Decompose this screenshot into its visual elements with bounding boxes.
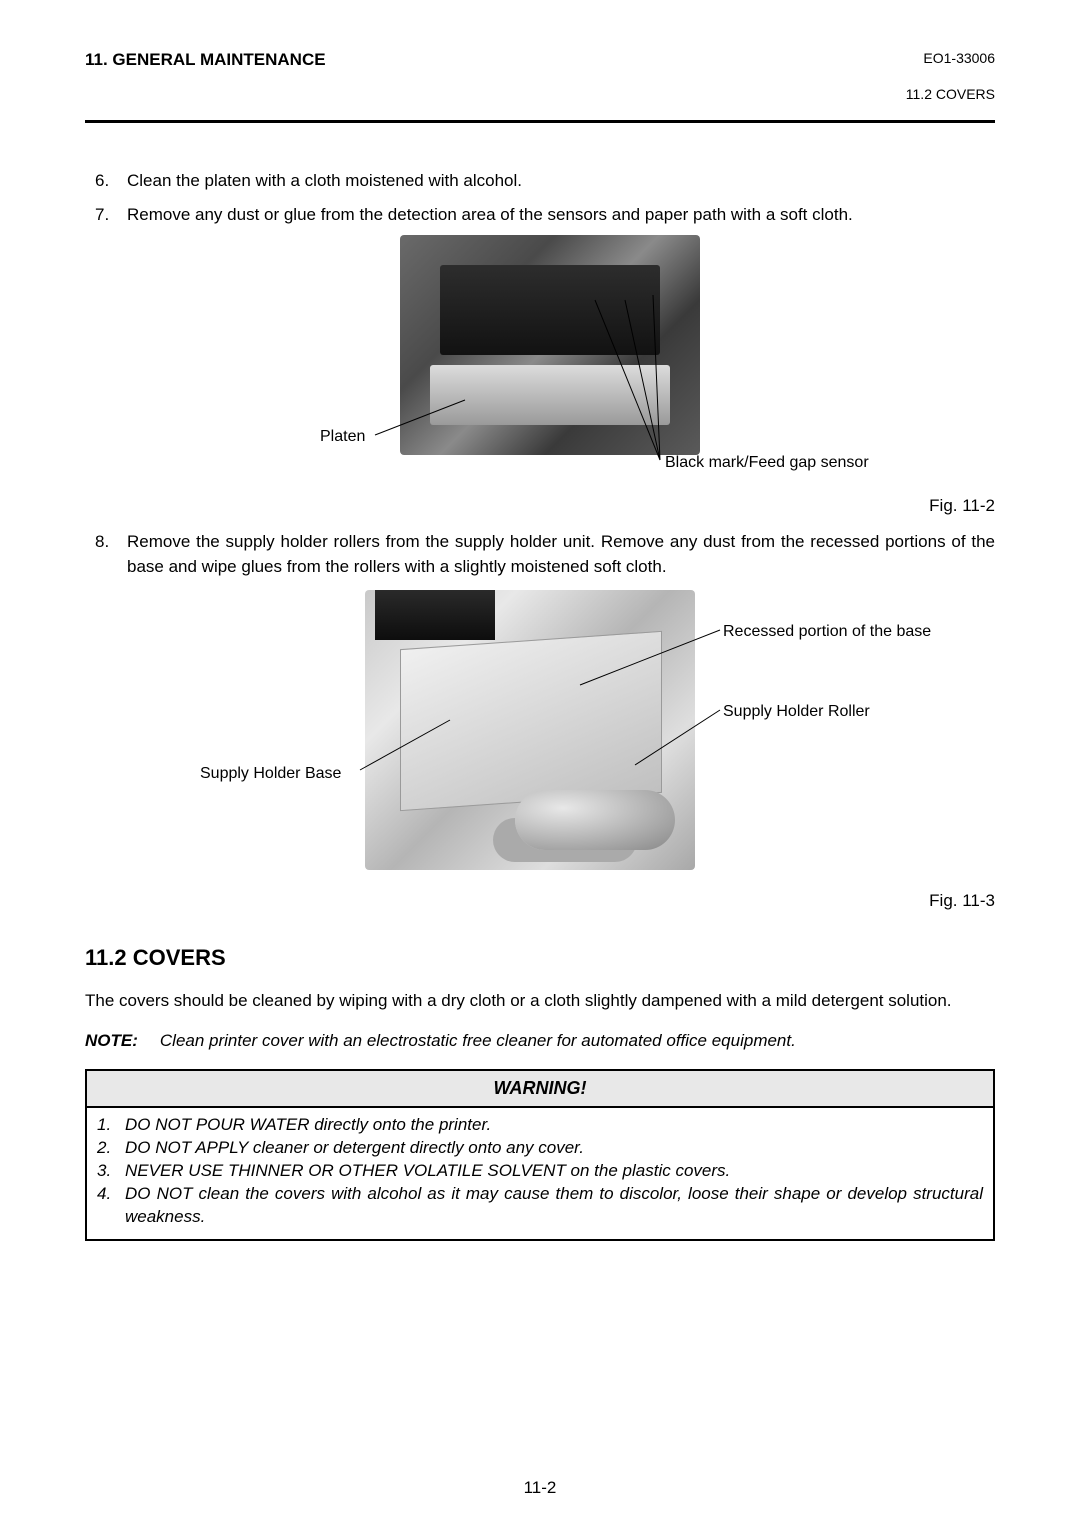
warning-box: WARNING! 1. DO NOT POUR WATER directly o… [85,1069,995,1241]
step-number: 6. [95,168,127,194]
warning-num: 3. [97,1160,125,1183]
page-number: 11-2 [0,1478,1080,1498]
warning-text: DO NOT APPLY cleaner or detergent direct… [125,1137,983,1160]
section-title: 11. GENERAL MAINTENANCE [85,50,326,70]
warning-title: WARNING! [87,1071,993,1108]
page-header: 11. GENERAL MAINTENANCE EO1-33006 11.2 C… [85,50,995,123]
callout-lines [190,235,890,485]
note: NOTE: Clean printer cover with an electro… [85,1028,995,1054]
warning-item: 3. NEVER USE THINNER OR OTHER VOLATILE S… [97,1160,983,1183]
warning-num: 1. [97,1114,125,1137]
step-item: 6. Clean the platen with a cloth moisten… [85,168,995,194]
step-text: Clean the platen with a cloth moistened … [127,168,995,194]
section-heading: 11.2 COVERS [85,941,995,974]
figure-11-3: Supply Holder Base Recessed portion of t… [165,590,915,880]
figure-caption: Fig. 11-2 [85,493,995,519]
warning-num: 4. [97,1183,125,1229]
callout-label-base: Supply Holder Base [200,762,341,786]
warning-text: NEVER USE THINNER OR OTHER VOLATILE SOLV… [125,1160,983,1183]
note-text: Clean printer cover with an electrostati… [160,1031,796,1050]
callout-label-platen: Platen [320,425,365,449]
figure-caption: Fig. 11-3 [85,888,995,914]
document-page: 11. GENERAL MAINTENANCE EO1-33006 11.2 C… [0,0,1080,1271]
step-number: 7. [95,202,127,228]
warning-text: DO NOT POUR WATER directly onto the prin… [125,1114,983,1137]
warning-text: DO NOT clean the covers with alcohol as … [125,1183,983,1229]
figure-11-2: Platen Black mark/Feed gap sensor [190,235,890,485]
callout-label-sensor: Black mark/Feed gap sensor [665,451,869,475]
document-id: EO1-33006 [906,50,995,66]
warning-item: 2. DO NOT APPLY cleaner or detergent dir… [97,1137,983,1160]
page-content: 6. Clean the platen with a cloth moisten… [85,168,995,1241]
header-meta: EO1-33006 11.2 COVERS [906,50,995,102]
section-paragraph: The covers should be cleaned by wiping w… [85,988,995,1014]
warning-body: 1. DO NOT POUR WATER directly onto the p… [87,1108,993,1239]
note-label: NOTE: [85,1031,138,1050]
warning-item: 4. DO NOT clean the covers with alcohol … [97,1183,983,1229]
step-number: 8. [95,529,127,580]
warning-item: 1. DO NOT POUR WATER directly onto the p… [97,1114,983,1137]
step-item: 8. Remove the supply holder rollers from… [85,529,995,580]
callout-label-roller: Supply Holder Roller [723,700,870,724]
callout-label-recessed: Recessed portion of the base [723,620,931,644]
step-item: 7. Remove any dust or glue from the dete… [85,202,995,228]
step-text: Remove the supply holder rollers from th… [127,529,995,580]
subsection-ref: 11.2 COVERS [906,86,995,102]
step-text: Remove any dust or glue from the detecti… [127,202,995,228]
warning-num: 2. [97,1137,125,1160]
